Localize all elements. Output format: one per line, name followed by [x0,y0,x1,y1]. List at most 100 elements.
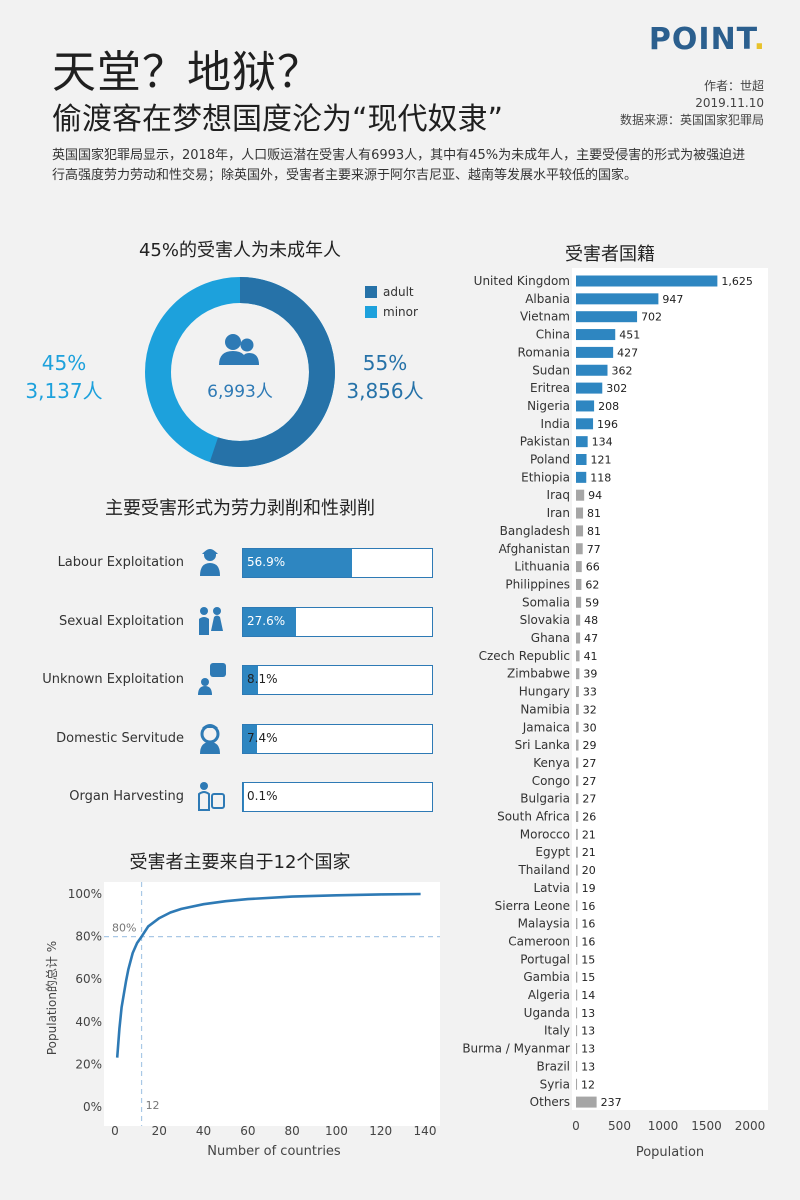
donut-center-label: 6,993人 [207,382,273,402]
nationality-bar [576,703,579,715]
nationality-value-label: 81 [587,525,601,538]
exploitation-row: Domestic Servitude 7.4% [0,723,433,754]
nationality-bar [576,846,578,858]
legend-adult: adult [365,285,418,299]
nationality-value-label: 16 [581,935,595,948]
worker-icon [200,549,220,576]
nationality-bar [576,489,585,501]
cumulative-y-tick: 100% [68,887,102,901]
nationality-value-label: 21 [582,846,596,859]
exploitation-row: Organ Harvesting 0.1% [0,782,433,812]
nationality-value-label: 27 [582,793,596,806]
legend-minor: minor [365,305,418,319]
nationality-category-label: Ethiopia [521,470,570,484]
exploitation-label: Unknown Exploitation [42,672,184,687]
adult-percent: 55% [362,351,408,375]
nationality-category-label: Congo [532,774,570,788]
nationality-category-label: Romania [518,345,570,359]
cumulative-line [115,892,421,1058]
nationality-value-label: 19 [582,882,596,895]
exploitation-label: Organ Harvesting [69,789,184,804]
nationality-category-label: Hungary [519,685,570,699]
exploitation-bar: 7.4% [242,723,433,754]
people-icon [219,334,259,365]
date-text: 2019.11.10 [695,96,764,110]
nationality-x-tick: 1000 [648,1119,679,1133]
question-person-icon [198,663,226,695]
nationality-value-label: 33 [583,686,597,699]
nationality-value-label: 94 [588,489,602,502]
intro-paragraph: 英国国家犯罪局显示，2018年，人口贩运潜在受害人有6993人，其中有45%为未… [52,148,746,183]
nationality-category-label: Latvia [533,881,570,895]
nationality-bar [576,775,579,787]
nationality-bar [576,364,608,376]
nationality-bar [576,739,579,751]
nationality-value-label: 121 [591,454,612,467]
exploitation-row: Sexual Exploitation 27.6% [0,606,433,637]
nationality-bar [576,382,603,394]
nationality-value-label: 77 [587,543,601,556]
nationality-category-label: Philippines [505,577,570,591]
nationality-value-label: 237 [601,1096,622,1109]
legend-label-minor: minor [383,305,418,319]
reference-label-12: 12 [146,1099,160,1112]
nationality-value-label: 451 [619,329,640,342]
nationality-category-label: Iraq [547,488,570,502]
nationality-category-label: Zimbabwe [507,667,570,681]
cumulative-chart: Number of countries Population的总计 % 0% 20… [44,882,440,1159]
author-text: 作者：世超 [703,79,764,93]
nationality-value-label: 13 [581,1043,595,1056]
exploitation-bar-fill [243,724,258,753]
nationality-category-label: Egypt [535,845,570,859]
nationality-bar [576,1025,578,1037]
nationality-category-label: Jamaica [522,720,570,734]
nationality-value-label: 134 [592,436,613,449]
nationality-bar [576,507,584,519]
nationality-category-label: Bulgaria [520,792,570,806]
nationality-category-label: Algeria [528,988,570,1002]
nationality-bar [576,686,579,698]
nationality-category-label: Sudan [532,363,570,377]
nationality-value-label: 947 [662,293,683,306]
nationality-value-label: 47 [584,632,598,645]
nationality-value-label: 12 [581,1078,595,1091]
nationality-bar [576,311,638,323]
nationality-category-label: Vietnam [520,310,570,324]
exploitation-bar: 0.1% [242,782,433,812]
nationality-bar [576,454,587,465]
nationality-bar [576,543,583,555]
nationality-bar [576,1043,578,1055]
nationality-bar [576,400,595,412]
nationality-value-label: 208 [598,400,619,413]
nationality-value-label: 48 [584,614,598,627]
nationality-bar [576,1078,578,1090]
logo-text: POINT [648,22,754,57]
nationality-bar [576,882,578,894]
nationality-value-label: 27 [582,757,596,770]
nationality-x-tick: 1500 [691,1119,722,1133]
nationality-bar [576,329,616,341]
nationality-bar [576,668,580,680]
exploitation-label: Domestic Servitude [56,730,184,746]
nationality-category-label: Uganda [524,1006,570,1020]
nationality-title: 受害者国籍 [565,244,655,265]
nationality-value-label: 13 [581,1007,595,1020]
nationality-value-label: 427 [617,346,638,359]
exploitation-value: 0.1% [247,789,278,803]
nationality-category-label: Poland [530,453,570,467]
nationality-bar [576,293,659,305]
nationality-bar [576,757,579,769]
nationality-category-label: Pakistan [520,435,570,449]
nationality-category-label: Malaysia [518,917,570,931]
meta-info: 作者：世超 2019.11.10 数据来源：英国国家犯罪局 [620,78,764,129]
cumulative-x-tick: 120 [369,1124,392,1138]
nationality-category-label: Burma / Myanmar [462,1042,570,1056]
nationality-category-label: Slovakia [520,613,570,627]
nationality-category-label: Nigeria [527,399,570,413]
nationality-category-label: Portugal [520,952,570,966]
nationality-bar [576,828,578,840]
exploitation-row: Unknown Exploitation 8.1% [0,663,433,695]
exploitation-row: Labour Exploitation 56.9% [0,548,433,578]
cumulative-x-tick: 100 [325,1124,348,1138]
